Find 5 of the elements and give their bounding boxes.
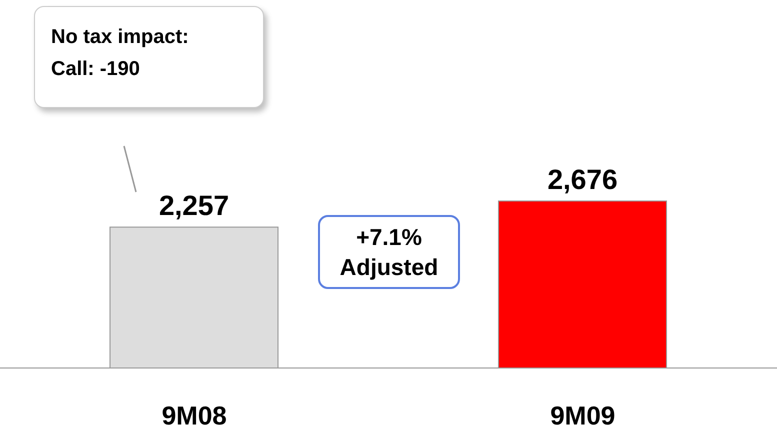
x-tick-label: 9M08 [162,400,227,430]
data-label: 2,676 [547,164,618,195]
annotation: +7.1% Adjusted [338,223,440,282]
data-label: 2,257 [158,190,230,222]
x-tick-label: 9M09 [550,400,616,430]
